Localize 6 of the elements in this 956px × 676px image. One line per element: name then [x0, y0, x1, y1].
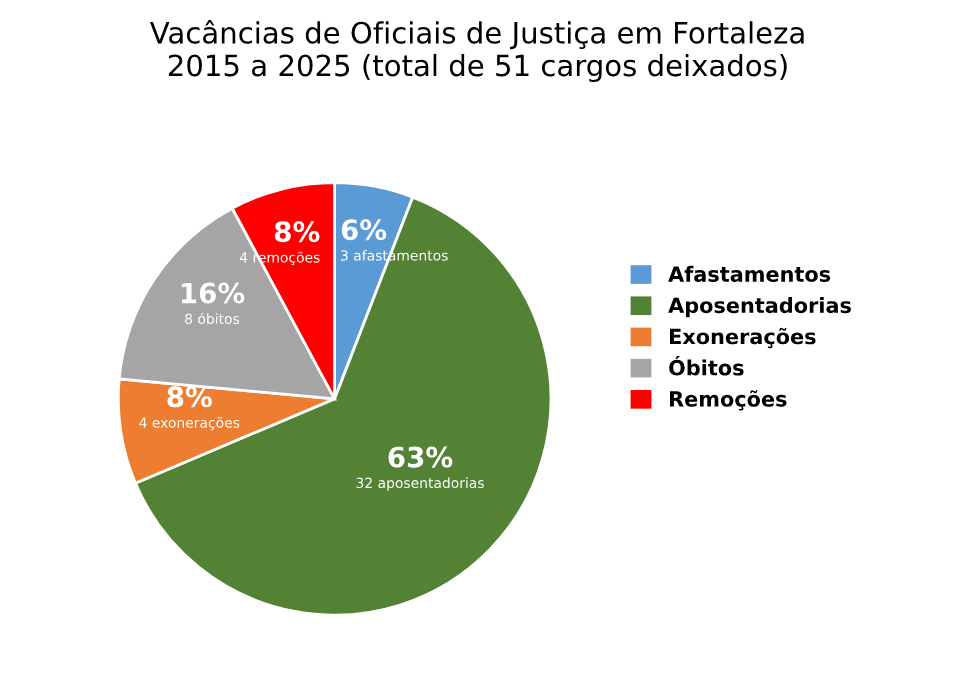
legend-label: Óbitos [669, 356, 744, 376]
chart-title: Vacâncias de Oficiais de Justiça em Fortaleza 2015 a 2025 (total de 51 cargos deixados) [149, 20, 804, 83]
legend-label: Remoções [670, 390, 787, 411]
legend-label: Aposentadorias [668, 297, 851, 318]
legend-label: Exonerações [670, 327, 816, 349]
legend-label: Afastamentos [668, 265, 831, 282]
